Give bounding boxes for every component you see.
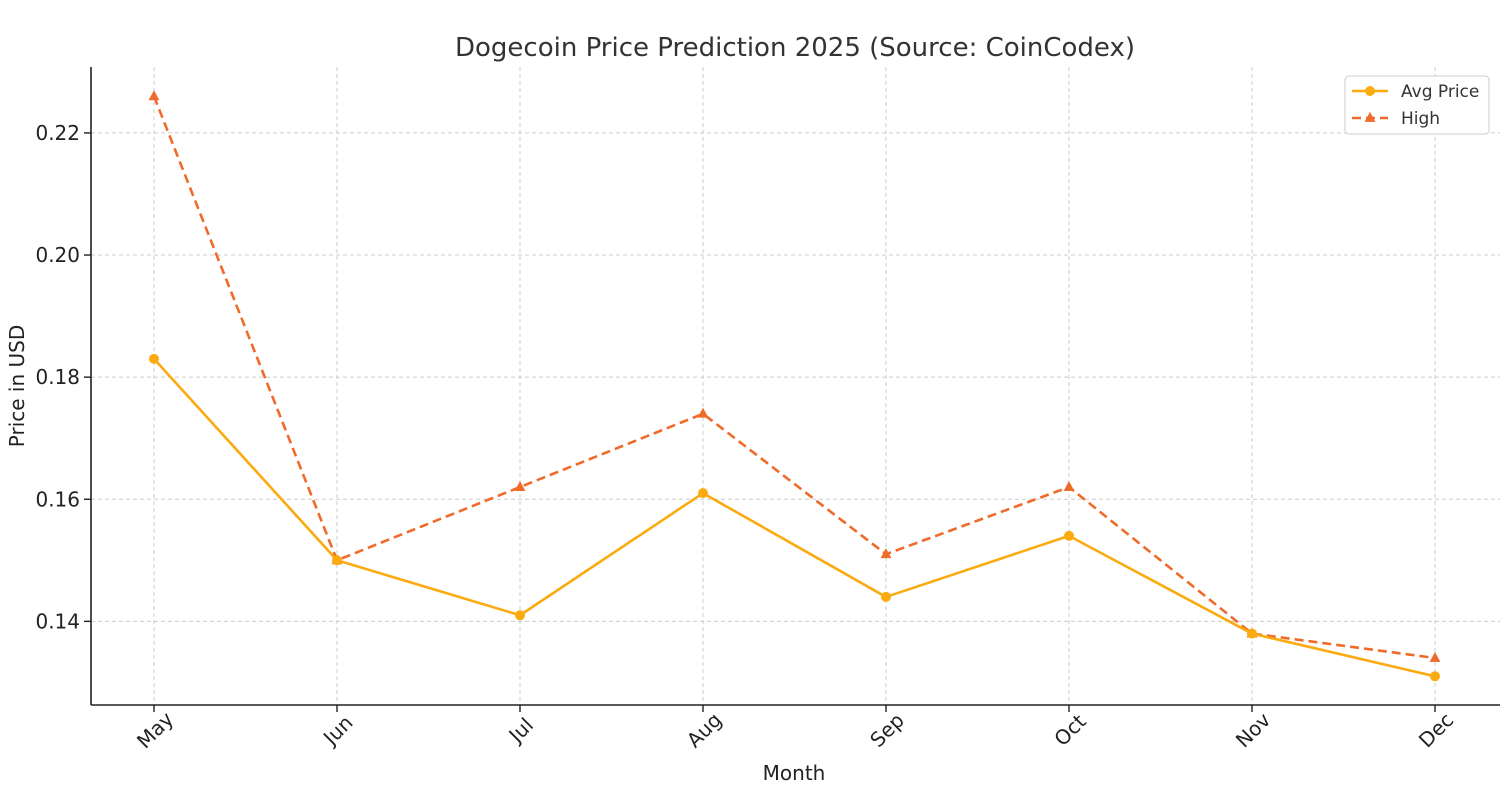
y-tick-label: 0.18 — [35, 365, 80, 389]
data-point-avg-price — [1430, 671, 1440, 682]
legend-marker-avg-price — [1365, 86, 1375, 96]
data-point-avg-price — [332, 555, 342, 566]
series-line-high — [152, 95, 1436, 660]
grid-layer — [91, 67, 1500, 705]
series-layer — [148, 90, 1441, 682]
data-point-avg-price — [1247, 628, 1257, 639]
data-point-high — [1429, 651, 1441, 662]
y-axis-label: Price in USD — [5, 325, 29, 447]
y-tick-label: 0.22 — [35, 121, 80, 145]
data-point-high — [1063, 481, 1075, 491]
data-point-high — [514, 481, 526, 491]
y-tick-label: 0.14 — [35, 609, 80, 633]
series-line-avg-price — [153, 357, 1436, 678]
legend-label-high: High — [1401, 109, 1440, 129]
data-point-avg-price — [149, 353, 159, 364]
data-point-high — [148, 90, 160, 101]
y-tick-label: 0.20 — [35, 243, 80, 267]
chart-title: Dogecoin Price Prediction 2025 (Source: … — [455, 33, 1135, 63]
data-point-avg-price — [1064, 530, 1074, 541]
data-point-high — [880, 548, 892, 559]
legend-entries: Avg Price High — [1352, 82, 1479, 129]
legend: Avg Price High — [1344, 75, 1490, 135]
data-point-avg-price — [698, 488, 708, 499]
data-point-avg-price — [515, 610, 525, 621]
x-axis-label: Month — [763, 761, 826, 785]
data-point-high — [697, 407, 709, 418]
data-point-avg-price — [881, 591, 891, 602]
legend-marker-high — [1364, 112, 1376, 122]
legend-label-avg-price: Avg Price — [1401, 82, 1479, 102]
y-tick-label: 0.16 — [35, 487, 80, 511]
